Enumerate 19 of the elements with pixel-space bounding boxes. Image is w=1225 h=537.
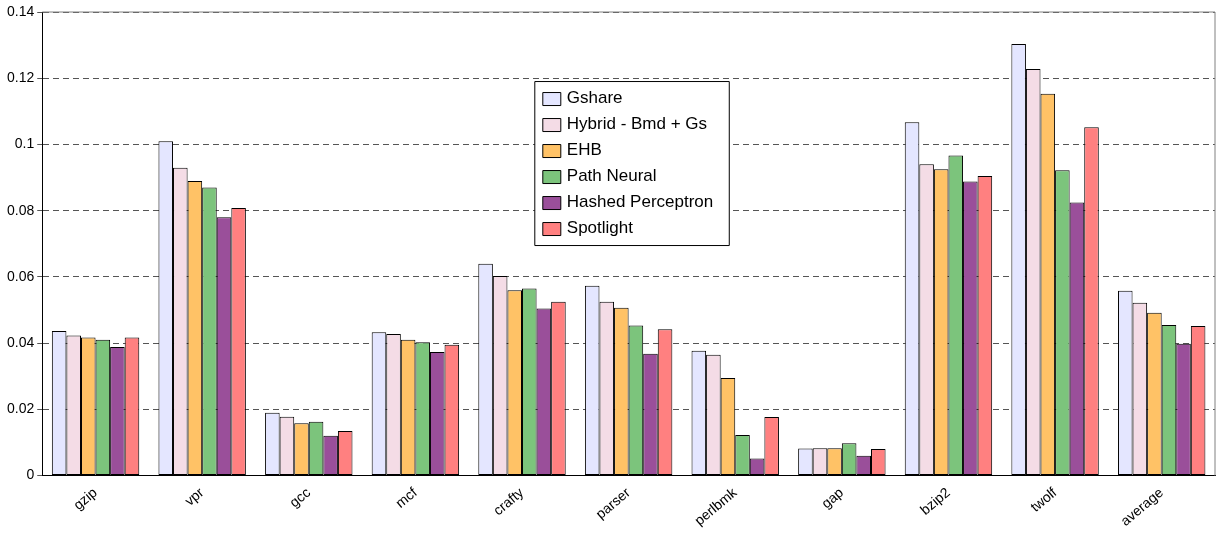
y-tick-label: 0.08 [7,201,35,218]
x-tick-label: gap [818,483,847,512]
y-tick-label: 0.02 [7,400,35,417]
legend-label: Spotlight [566,218,634,238]
legend-label: Path Neural [566,166,657,186]
legend-label: Hashed Perceptron [566,192,714,212]
y-tick-label: 0.06 [7,267,35,284]
y-tick-label: 0.14 [7,2,35,19]
y-tick-label: 0.04 [7,334,35,351]
legend-label: EHB [566,140,602,160]
x-tick-label: mcf [392,483,420,511]
legend-label: Gshare [566,88,623,108]
x-tick-label: gcc [286,484,314,511]
x-tick-label: vpr [181,483,207,509]
y-tick-label: 0.12 [7,69,35,86]
y-tick-label: 0 [26,466,35,483]
legend-label: Hybrid - Bmd + Gs [566,114,708,134]
y-tick-label: 0.1 [14,135,35,152]
x-tick-label: gzip [70,483,101,513]
